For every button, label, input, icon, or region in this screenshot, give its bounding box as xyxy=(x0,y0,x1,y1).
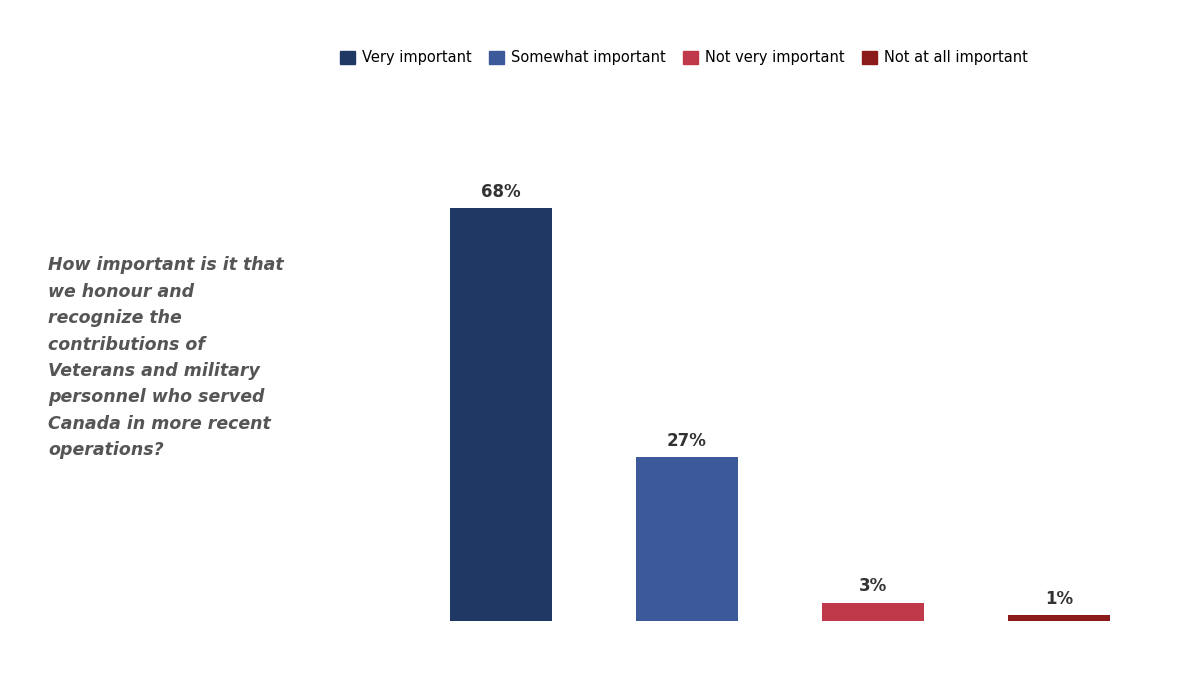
Text: How important is it that
we honour and
recognize the
contributions of
Veterans a: How important is it that we honour and r… xyxy=(48,256,283,459)
Text: 3%: 3% xyxy=(859,578,887,595)
Bar xyxy=(1008,615,1110,621)
Bar xyxy=(822,603,924,621)
Bar xyxy=(450,208,552,621)
Text: 68%: 68% xyxy=(481,183,521,200)
Bar xyxy=(636,457,738,621)
Legend: Very important, Somewhat important, Not very important, Not at all important: Very important, Somewhat important, Not … xyxy=(334,45,1034,71)
Text: 1%: 1% xyxy=(1045,590,1073,608)
Text: 27%: 27% xyxy=(667,432,707,450)
